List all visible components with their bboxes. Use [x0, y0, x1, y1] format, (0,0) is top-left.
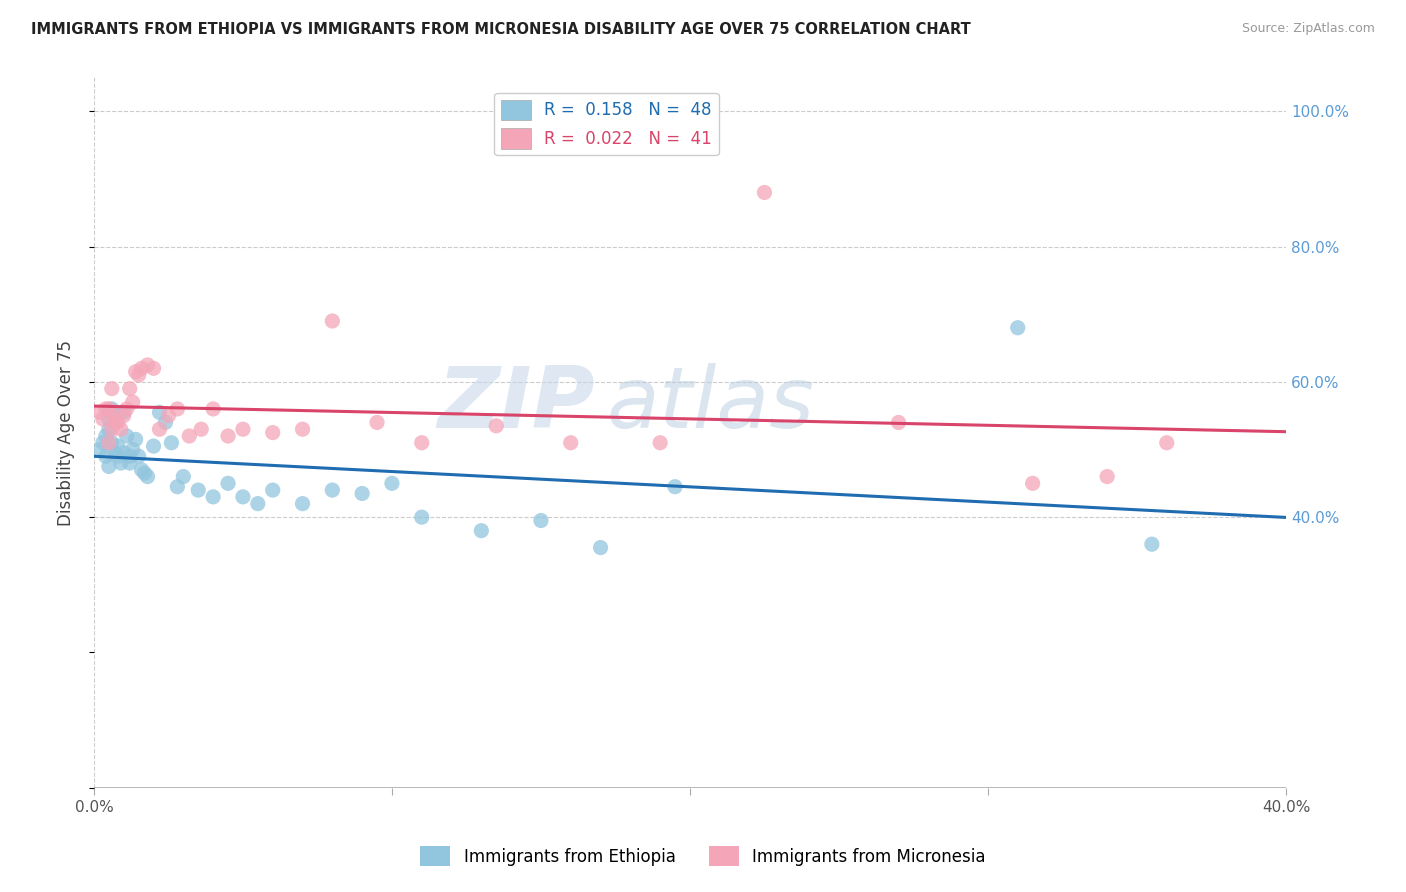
Point — [118, 450, 141, 464]
Point — [97, 412, 120, 426]
Point — [160, 435, 183, 450]
Point — [202, 401, 225, 416]
Point — [157, 409, 180, 423]
Point — [104, 409, 127, 423]
Point — [115, 401, 138, 416]
Point — [118, 382, 141, 396]
Point — [112, 409, 135, 423]
Point — [352, 486, 374, 500]
Point — [411, 510, 433, 524]
Point — [179, 429, 201, 443]
Point — [232, 490, 254, 504]
Point — [166, 480, 188, 494]
Point — [94, 401, 117, 416]
Point — [1156, 435, 1178, 450]
Point — [187, 483, 209, 497]
Point — [366, 416, 388, 430]
Point — [94, 429, 117, 443]
Legend: R =  0.158   N =  48, R =  0.022   N =  41: R = 0.158 N = 48, R = 0.022 N = 41 — [495, 93, 718, 155]
Point — [262, 483, 284, 497]
Point — [107, 439, 129, 453]
Point — [131, 361, 153, 376]
Point — [155, 416, 177, 430]
Point — [101, 401, 124, 416]
Point — [1007, 320, 1029, 334]
Point — [202, 490, 225, 504]
Point — [217, 476, 239, 491]
Point — [91, 412, 114, 426]
Point — [148, 422, 170, 436]
Point — [134, 466, 156, 480]
Point — [1095, 469, 1118, 483]
Point — [887, 416, 910, 430]
Point — [470, 524, 492, 538]
Point — [110, 422, 132, 436]
Point — [485, 418, 508, 433]
Point — [131, 463, 153, 477]
Point — [115, 429, 138, 443]
Point — [142, 439, 165, 453]
Text: atlas: atlas — [606, 363, 814, 446]
Point — [166, 401, 188, 416]
Point — [101, 435, 124, 450]
Text: IMMIGRANTS FROM ETHIOPIA VS IMMIGRANTS FROM MICRONESIA DISABILITY AGE OVER 75 CO: IMMIGRANTS FROM ETHIOPIA VS IMMIGRANTS F… — [31, 22, 970, 37]
Point — [89, 442, 111, 457]
Point — [97, 459, 120, 474]
Point — [112, 405, 135, 419]
Point — [650, 435, 672, 450]
Point — [321, 314, 343, 328]
Point — [411, 435, 433, 450]
Point — [121, 395, 143, 409]
Point — [148, 405, 170, 419]
Point — [754, 186, 776, 200]
Point — [104, 416, 127, 430]
Point — [104, 446, 127, 460]
Point — [128, 450, 150, 464]
Text: Source: ZipAtlas.com: Source: ZipAtlas.com — [1241, 22, 1375, 36]
Point — [560, 435, 582, 450]
Point — [291, 497, 314, 511]
Point — [321, 483, 343, 497]
Point — [97, 435, 120, 450]
Point — [172, 469, 194, 483]
Point — [381, 476, 404, 491]
Point — [232, 422, 254, 436]
Point — [246, 497, 269, 511]
Point — [291, 422, 314, 436]
Point — [101, 422, 124, 436]
Point — [101, 382, 124, 396]
Point — [97, 401, 120, 416]
Point — [142, 361, 165, 376]
Point — [97, 422, 120, 436]
Point — [136, 358, 159, 372]
Point — [121, 442, 143, 457]
Point — [89, 405, 111, 419]
Legend: Immigrants from Ethiopia, Immigrants from Micronesia: Immigrants from Ethiopia, Immigrants fro… — [412, 838, 994, 875]
Point — [190, 422, 212, 436]
Point — [664, 480, 686, 494]
Point — [107, 416, 129, 430]
Point — [530, 514, 553, 528]
Point — [1021, 476, 1043, 491]
Point — [217, 429, 239, 443]
Point — [94, 450, 117, 464]
Point — [136, 469, 159, 483]
Point — [110, 456, 132, 470]
Point — [128, 368, 150, 383]
Point — [91, 435, 114, 450]
Point — [107, 450, 129, 464]
Point — [118, 456, 141, 470]
Y-axis label: Disability Age Over 75: Disability Age Over 75 — [58, 340, 75, 525]
Point — [124, 365, 146, 379]
Point — [1140, 537, 1163, 551]
Text: ZIP: ZIP — [437, 363, 595, 446]
Point — [124, 433, 146, 447]
Point — [112, 446, 135, 460]
Point — [589, 541, 612, 555]
Point — [262, 425, 284, 440]
Point — [104, 416, 127, 430]
